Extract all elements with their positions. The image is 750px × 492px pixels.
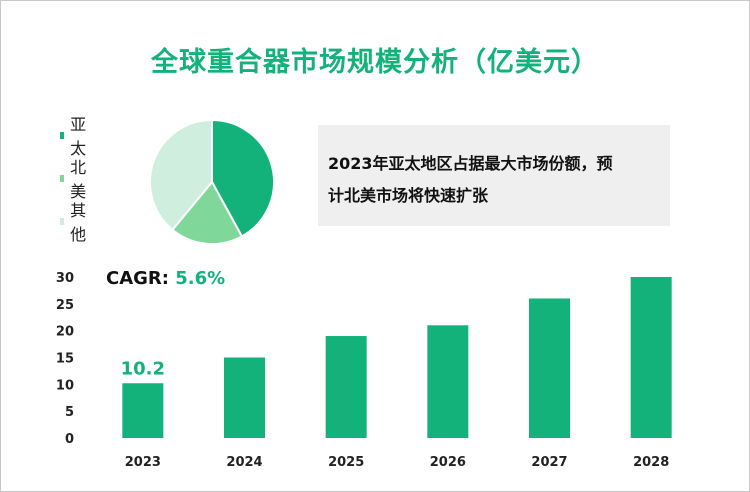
legend-label-asia-pacific: 亚太 [70,115,87,158]
legend-label-north-america: 北美 [70,158,87,201]
cagr-label: CAGR: [106,268,176,289]
pie-chart [149,118,275,245]
legend-label-other: 其他 [70,201,87,244]
legend-swatch-asia-pacific [60,131,65,139]
legend-swatch-north-america [60,174,65,182]
cagr-annotation: CAGR: 5.6% [106,268,225,289]
legend-item-other: 其他 [60,201,89,244]
pie-slice-north-america [171,180,244,245]
callout-box: 2023年亚太地区占据最大市场份额，预 计北美市场将快速扩张 [318,125,670,226]
cagr-value: 5.6% [175,268,226,289]
legend-item-asia-pacific: 亚太 [60,115,89,158]
callout-line-1: 2023年亚太地区占据最大市场份额，预 [328,154,613,173]
chart-title: 全球重合器市场规模分析（亿美元） [151,47,599,78]
pie-slice-other [149,118,213,232]
legend-swatch-other [60,217,65,225]
pie-slice-asia-pacific [211,118,275,238]
callout-line-2: 计北美市场将快速扩张 [328,186,489,205]
legend-item-north-america: 北美 [60,158,89,201]
